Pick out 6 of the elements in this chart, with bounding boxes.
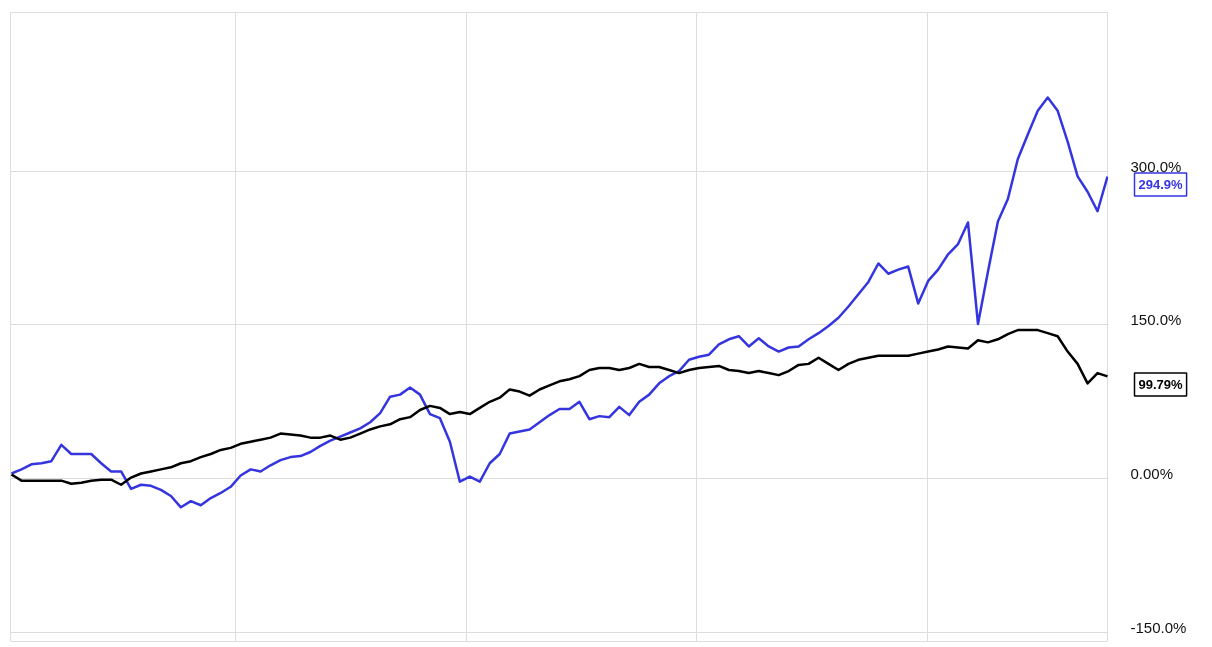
text: 294.9% (1138, 177, 1184, 193)
y-tick-label: 150.0% (1130, 311, 1182, 329)
y-tick-label: 300.0% (1130, 157, 1182, 175)
y-tick-label: 0.00% (1130, 465, 1174, 483)
y-tick-label: -150.0% (1130, 618, 1187, 636)
text: 99.79% (1138, 376, 1184, 392)
